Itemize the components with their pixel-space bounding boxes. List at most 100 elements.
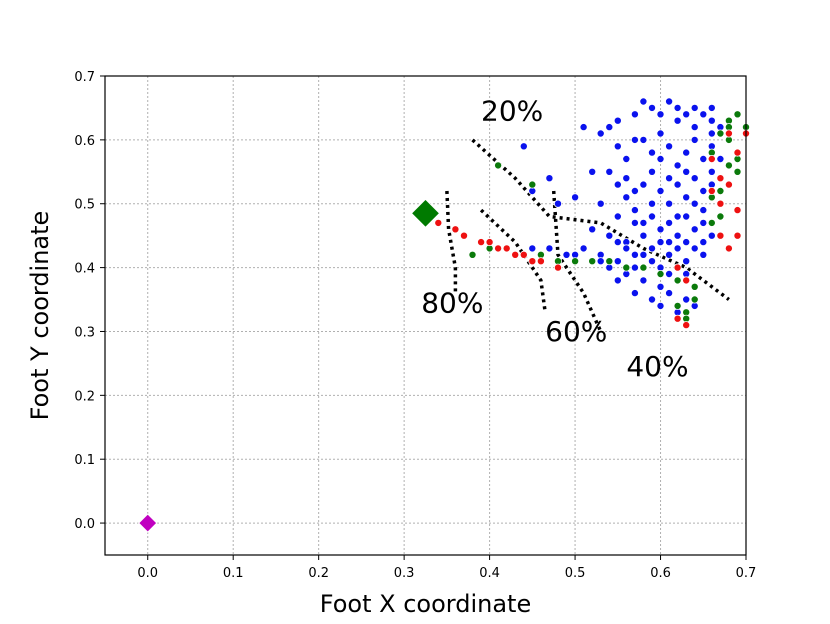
- data-point: [716, 154, 725, 163]
- data-point: [673, 116, 682, 125]
- x-tick-label: 0.6: [650, 566, 671, 581]
- data-point: [596, 129, 605, 138]
- data-point: [571, 257, 580, 266]
- data-point: [622, 154, 631, 163]
- data-point: [673, 212, 682, 221]
- data-point: [682, 193, 691, 202]
- data-point: [605, 231, 614, 240]
- data-point: [673, 103, 682, 112]
- data-point: [639, 135, 648, 144]
- data-point: [630, 206, 639, 215]
- data-point: [622, 263, 631, 272]
- data-point: [733, 148, 742, 157]
- contour-line: [445, 190, 458, 294]
- y-tick-label: 0.3: [74, 325, 95, 340]
- data-point: [605, 123, 614, 132]
- data-point: [639, 97, 648, 106]
- data-point: [665, 238, 674, 247]
- y-tick-label: 0.5: [74, 198, 95, 213]
- data-point: [665, 199, 674, 208]
- data-point: [673, 180, 682, 189]
- data-point: [707, 231, 716, 240]
- data-point: [639, 276, 648, 285]
- data-point: [699, 110, 708, 119]
- data-point: [682, 167, 691, 176]
- data-point: [673, 301, 682, 310]
- contour-annotation: 60%: [545, 315, 607, 348]
- data-point: [622, 244, 631, 253]
- y-tick-label: 0.7: [74, 70, 95, 85]
- data-point: [716, 186, 725, 195]
- data-point: [690, 282, 699, 291]
- y-tick-label: 0.2: [74, 389, 95, 404]
- data-point: [690, 295, 699, 304]
- data-point: [699, 154, 708, 163]
- data-point: [656, 282, 665, 291]
- y-tick-label: 0.0: [74, 517, 95, 532]
- data-point: [656, 269, 665, 278]
- data-point: [494, 244, 503, 253]
- data-point: [716, 231, 725, 240]
- data-point: [545, 244, 554, 253]
- x-tick-label: 0.1: [223, 566, 244, 581]
- data-point: [690, 225, 699, 234]
- x-tick-label: 0.3: [394, 566, 415, 581]
- data-point: [613, 212, 622, 221]
- data-point: [665, 289, 674, 298]
- x-tick-label: 0.0: [137, 566, 158, 581]
- data-point: [451, 225, 460, 234]
- data-point: [554, 263, 563, 272]
- data-point: [639, 180, 648, 189]
- data-point: [622, 174, 631, 183]
- data-point: [630, 250, 639, 259]
- data-point: [648, 244, 657, 253]
- data-point: [682, 321, 691, 330]
- data-point: [596, 257, 605, 266]
- diamond-marker: [138, 513, 158, 533]
- data-point: [519, 142, 528, 151]
- data-point: [613, 142, 622, 151]
- contour-annotation: 20%: [481, 95, 543, 128]
- data-point: [588, 225, 597, 234]
- data-point: [648, 199, 657, 208]
- plot-frame: [104, 75, 747, 556]
- contour-line: [471, 138, 730, 301]
- data-point: [673, 244, 682, 253]
- data-point: [707, 154, 716, 163]
- data-point: [699, 238, 708, 247]
- data-point: [656, 301, 665, 310]
- data-point: [733, 110, 742, 119]
- contour-lines: [445, 138, 730, 333]
- contour-annotation: 80%: [421, 286, 483, 319]
- y-axis-title: Foot Y coordinate: [26, 211, 54, 421]
- data-point: [682, 295, 691, 304]
- data-point: [665, 97, 674, 106]
- data-point: [579, 244, 588, 253]
- x-tick-label: 0.7: [736, 566, 757, 581]
- data-point: [613, 276, 622, 285]
- data-point: [588, 257, 597, 266]
- data-point: [733, 206, 742, 215]
- data-point: [502, 244, 511, 253]
- contour-line: [479, 208, 547, 313]
- data-point: [528, 257, 537, 266]
- data-point: [682, 148, 691, 157]
- data-point: [656, 110, 665, 119]
- data-point: [554, 199, 563, 208]
- data-point: [639, 250, 648, 259]
- data-point: [613, 257, 622, 266]
- data-point: [613, 116, 622, 125]
- data-point: [648, 167, 657, 176]
- data-point: [459, 231, 468, 240]
- data-point: [639, 231, 648, 240]
- y-tick-label: 0.1: [74, 453, 95, 468]
- data-point: [665, 250, 674, 259]
- data-point: [682, 276, 691, 285]
- data-point: [682, 257, 691, 266]
- data-point: [519, 250, 528, 259]
- data-point: [733, 167, 742, 176]
- data-point: [724, 129, 733, 138]
- data-point: [699, 186, 708, 195]
- data-point: [605, 167, 614, 176]
